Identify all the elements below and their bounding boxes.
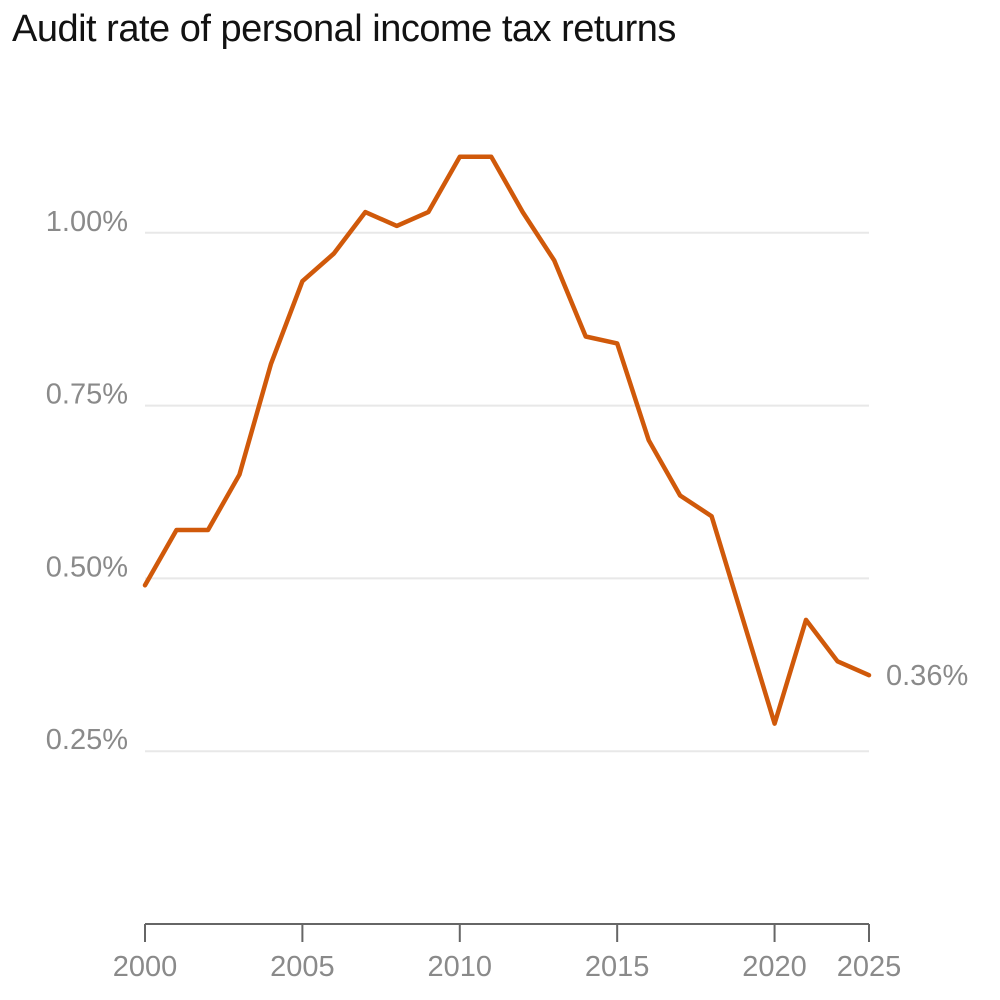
x-tick-label: 2020 bbox=[742, 951, 807, 983]
end-value-label: 0.36% bbox=[886, 660, 968, 692]
y-tick-label: 1.00% bbox=[46, 206, 128, 238]
y-axis-ticks: 0.25% 0.50% 0.75% 1.00% bbox=[46, 206, 128, 756]
y-tick-label: 0.50% bbox=[46, 551, 128, 583]
x-tick-label: 2005 bbox=[270, 951, 335, 983]
chart-title: Audit rate of personal income tax return… bbox=[12, 8, 676, 50]
x-tick-label: 2000 bbox=[113, 951, 178, 983]
x-tick-label: 2015 bbox=[585, 951, 650, 983]
y-tick-label: 0.75% bbox=[46, 379, 128, 411]
y-tick-label: 0.25% bbox=[46, 724, 128, 756]
x-tick-label: 2010 bbox=[428, 951, 493, 983]
x-axis: 2000 2005 2010 2015 2020 2025 bbox=[113, 923, 902, 983]
series-line bbox=[142, 154, 872, 726]
x-tick-label: 2025 bbox=[837, 951, 902, 983]
gridlines bbox=[145, 231, 869, 753]
end-labels: 0.36% bbox=[886, 660, 968, 692]
series-group bbox=[142, 154, 872, 726]
